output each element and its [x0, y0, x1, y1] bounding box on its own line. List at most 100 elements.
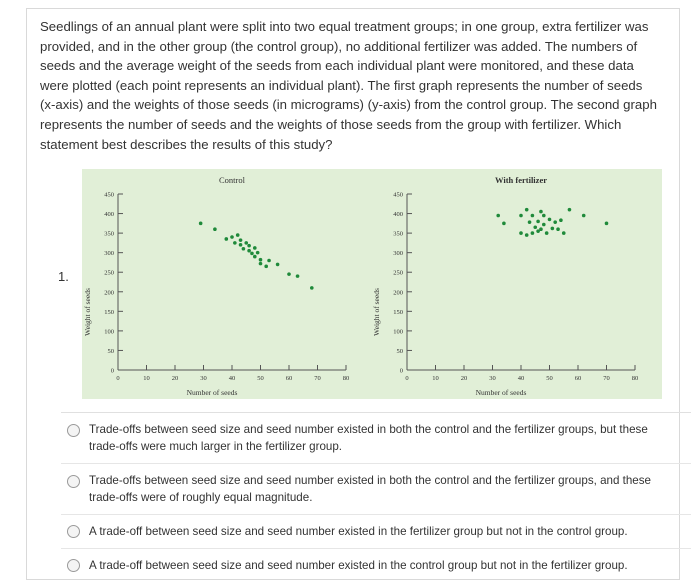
chart-2-data-point [581, 213, 586, 218]
chart-1-y-tick-label: 450 [104, 192, 114, 199]
chart-1-y-tick-label: 0 [111, 368, 114, 375]
chart-2-y-tick-label: 50 [397, 348, 404, 355]
radio-button-2[interactable] [67, 475, 80, 488]
chart-1-x-tick-label: 30 [200, 375, 207, 382]
chart-1-y-label: Weight of seeds [83, 288, 92, 336]
chart-1-data-point [258, 261, 263, 266]
chart-1-data-point [235, 233, 240, 237]
answer-option-2[interactable]: Trade-offs between seed size and seed nu… [61, 463, 691, 514]
chart-1-data-point [267, 258, 271, 263]
chart-2-x-tick-label: 20 [461, 375, 468, 382]
chart-1-x-tick-label: 60 [286, 375, 293, 382]
chart-1-data-point [230, 235, 234, 239]
question-card: Seedlings of an annual plant were split … [26, 8, 691, 580]
chart-2-data-point [524, 207, 529, 212]
chart-2-x-tick-label: 70 [603, 375, 610, 382]
chart-1-data-point [275, 262, 280, 267]
chart-2-data-point [542, 213, 546, 218]
chart-1-data-point [255, 250, 260, 255]
chart-2-data-point [519, 213, 523, 218]
chart-2-data-point [553, 220, 557, 224]
chart-1-y-tick-label: 400 [104, 211, 114, 218]
chart-1-x-tick-label: 50 [257, 375, 264, 382]
chart-2-x-tick-label: 30 [489, 375, 496, 382]
answer-option-3[interactable]: A trade-off between seed size and seed n… [61, 514, 691, 548]
scatter-figure: Control 0 50 100 150 200 250 300 350 400 450 0 10 20 3… [82, 169, 662, 399]
answer-option-1-label: Trade-offs between seed size and seed nu… [89, 423, 648, 453]
chart-2-data-point [561, 231, 566, 235]
chart-2-data-point [547, 217, 552, 222]
chart-2-data-point [550, 226, 555, 231]
chart-2-y-tick-label: 350 [393, 231, 403, 238]
chart-1-data-point [247, 248, 251, 253]
chart-1-data-point [247, 243, 251, 248]
chart-1-data-point [253, 254, 257, 259]
chart-1-y-tick-label: 350 [104, 231, 114, 238]
chart-2-x-tick-label: 40 [518, 375, 525, 382]
chart-1-x-tick-label: 80 [343, 375, 350, 382]
chart-1-x-label: Number of seeds [187, 388, 238, 397]
chart-1-title: Control [219, 175, 246, 185]
chart-1-x-tick-label: 20 [172, 375, 179, 382]
chart-1-y-tick-label: 250 [104, 270, 114, 277]
chart-2-y-tick-label: 400 [393, 211, 403, 218]
chart-1-data-point [233, 241, 237, 245]
chart-1-data-point [241, 246, 246, 251]
chart-2-x-tick-label: 50 [546, 375, 553, 382]
answer-option-4-label: A trade-off between seed size and seed n… [89, 559, 628, 572]
chart-2-data-point [533, 225, 538, 230]
chart-1-data-point [253, 246, 257, 250]
chart-2-data-point [524, 233, 529, 237]
chart-1-data-point [310, 286, 314, 290]
question-number: 1. [58, 269, 69, 284]
chart-1-y-tick-label: 200 [104, 289, 114, 296]
chart-1-x-tick-label: 0 [116, 375, 119, 382]
chart-2-data-point [604, 221, 609, 226]
chart-2-y-tick-label: 150 [393, 309, 403, 316]
answer-option-1[interactable]: Trade-offs between seed size and seed nu… [61, 412, 691, 463]
chart-2-data-point [530, 213, 535, 218]
chart-2-x-tick-label: 60 [575, 375, 582, 382]
chart-2-data-point [519, 231, 523, 235]
chart-1-data-point [287, 272, 291, 276]
chart-2-data-point [567, 207, 572, 212]
chart-2-data-point [502, 221, 506, 226]
chart-2-x-tick-label: 0 [405, 375, 408, 382]
chart-1-x-tick-label: 10 [143, 375, 150, 382]
chart-2-data-point [527, 220, 532, 224]
chart-2-data-point [542, 222, 546, 227]
chart-2-y-tick-label: 0 [400, 368, 403, 375]
chart-2-y-label: Weight of seeds [372, 288, 381, 336]
chart-2-data-point [556, 227, 560, 231]
chart-1-data-point [244, 241, 249, 245]
chart-1-data-point [264, 264, 268, 269]
chart-2-y-tick-label: 300 [393, 250, 403, 257]
chart-1-y-tick-label: 100 [104, 328, 114, 335]
chart-1-data-point [198, 221, 203, 226]
chart-1-data-point [213, 227, 217, 231]
chart-2-data-point [536, 229, 540, 233]
radio-button-4[interactable] [67, 559, 80, 572]
chart-2-data-point [539, 209, 543, 214]
chart-1-data-point [250, 251, 254, 256]
answer-options: Trade-offs between seed size and seed nu… [61, 412, 691, 582]
chart-2-title: With fertilizer [495, 175, 547, 185]
answer-option-4[interactable]: A trade-off between seed size and seed n… [61, 548, 691, 582]
answer-option-3-label: A trade-off between seed size and seed n… [89, 525, 628, 538]
chart-1-data-point [238, 243, 243, 247]
answer-option-2-label: Trade-offs between seed size and seed nu… [89, 474, 651, 504]
chart-1-y-tick-label: 150 [104, 309, 114, 316]
chart-1-y-tick-label: 50 [108, 348, 115, 355]
chart-2-data-point [496, 213, 501, 218]
question-text: Seedlings of an annual plant were split … [40, 19, 657, 152]
chart-2-data-point [536, 219, 540, 224]
chart-1-y-tick-label: 300 [104, 250, 114, 257]
chart-1-data-point [238, 238, 243, 242]
chart-2-x-label: Number of seeds [476, 388, 527, 397]
radio-button-3[interactable] [67, 525, 80, 538]
radio-button-1[interactable] [67, 424, 80, 437]
chart-1-data-point [295, 274, 300, 278]
chart-2-y-tick-label: 250 [393, 270, 403, 277]
chart-1-data-point [224, 237, 229, 241]
